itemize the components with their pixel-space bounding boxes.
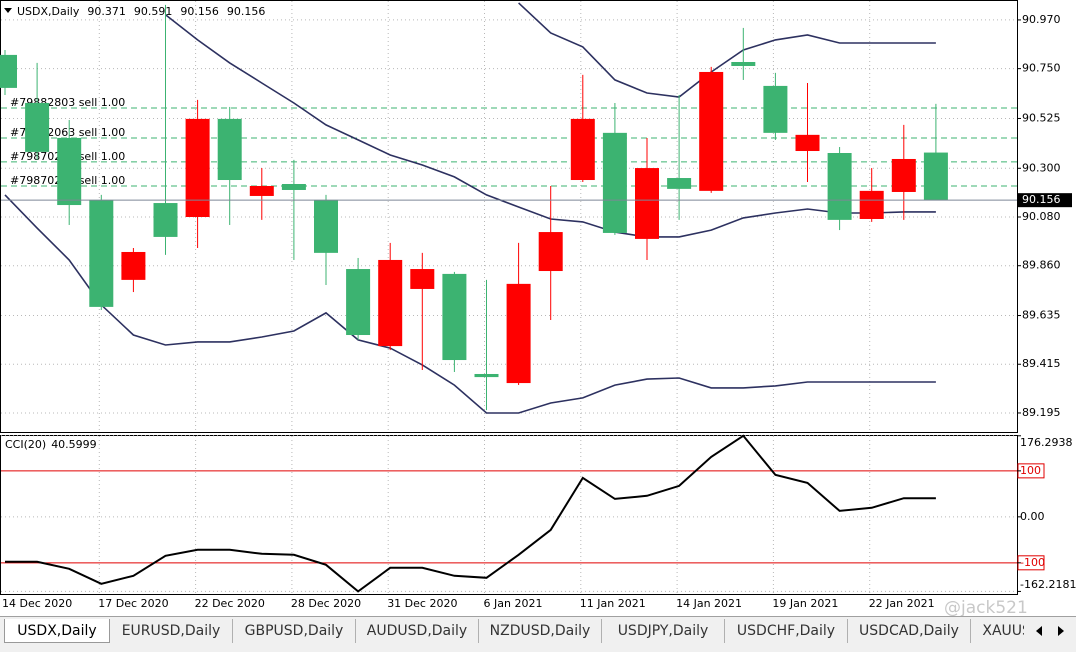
candle-body xyxy=(249,185,274,196)
x-tick-label: 31 Dec 2020 xyxy=(387,597,457,610)
y-tick-label: 90.300 xyxy=(1022,161,1061,174)
candle-body xyxy=(410,269,435,289)
symbol-tab[interactable]: USDCHF,Daily xyxy=(725,619,848,643)
candle-body xyxy=(281,184,306,190)
y-tick-label: 100 xyxy=(1020,464,1041,477)
tab-bar: USDX,Daily EURUSD,Daily GBPUSD,Daily AUDUSD… xyxy=(0,616,1076,652)
x-tick-label: 28 Dec 2020 xyxy=(291,597,361,610)
candle-body xyxy=(859,190,884,219)
axis-layer: 90.970 90.750 90.525 90.300 90.080 89.860 89.6… xyxy=(1,13,1076,610)
candle-body xyxy=(635,168,659,239)
candle-body xyxy=(442,273,467,361)
symbol-title: USDX,Daily xyxy=(17,5,80,18)
symbol-tab[interactable]: XAUUSD,Daily xyxy=(971,619,1024,643)
candle-body xyxy=(538,232,563,272)
y-tick-label: 0.00 xyxy=(1020,510,1045,523)
x-tick-label: 14 Jan 2021 xyxy=(676,597,742,610)
cci-title: CCI(20) xyxy=(5,438,46,451)
symbol-tab[interactable]: GBPUSD,Daily xyxy=(233,619,356,643)
y-tick-label: 89.415 xyxy=(1022,357,1061,370)
tab-row: USDX,Daily EURUSD,Daily GBPUSD,Daily AUDUSD… xyxy=(4,619,1024,645)
watermark: @jack521 xyxy=(944,598,1028,616)
candle-body xyxy=(763,85,788,133)
cci-line xyxy=(5,434,936,593)
y-tick-label: 90.750 xyxy=(1022,62,1061,75)
scroll-left[interactable] xyxy=(1036,626,1042,636)
y-tick-label: 89.195 xyxy=(1022,406,1061,419)
cci-panel xyxy=(0,435,1018,595)
band-lower xyxy=(4,194,936,414)
candle-body xyxy=(0,54,17,88)
candle-body xyxy=(570,118,595,181)
cci-header: CCI(20) 40.5999 xyxy=(5,438,97,451)
bid-box xyxy=(1018,193,1072,208)
y-tick-label: 90.970 xyxy=(1022,13,1061,26)
candle-body xyxy=(314,199,338,253)
candle-body xyxy=(699,71,724,191)
chart: #79882803 sell 1.00#79882063 sell 1.00#7… xyxy=(0,0,1076,616)
candle-body xyxy=(891,158,916,192)
symbol-tab[interactable]: NZDUSD,Daily xyxy=(479,619,602,643)
y-tick-label: 176.2938 xyxy=(1020,436,1073,449)
x-tick-label: 11 Jan 2021 xyxy=(580,597,646,610)
candle-body xyxy=(667,178,692,189)
quote-open: 90.371 xyxy=(87,5,126,18)
candle-body xyxy=(731,61,756,66)
x-tick-label: 22 Dec 2020 xyxy=(195,597,265,610)
candle-body xyxy=(185,118,210,217)
bands-layer xyxy=(4,2,936,593)
x-tick-label: 6 Jan 2021 xyxy=(484,597,543,610)
x-tick-label: 17 Dec 2020 xyxy=(98,597,168,610)
candle-body xyxy=(474,373,499,378)
candle-body xyxy=(57,137,82,206)
cci-value: 40.5999 xyxy=(51,438,97,451)
symbol-tab[interactable]: USDCAD,Daily xyxy=(848,619,971,643)
candle-body xyxy=(89,199,114,307)
y-tick-label: 89.635 xyxy=(1022,309,1061,322)
symbol-tab[interactable]: AUDUSD,Daily xyxy=(356,619,479,643)
y-tick-label: -162.2181 xyxy=(1020,578,1076,591)
candle-body xyxy=(121,251,146,280)
candle-body xyxy=(923,152,948,201)
x-tick-label: 14 Dec 2020 xyxy=(2,597,72,610)
quote-close: 90.156 xyxy=(227,5,266,18)
quote-low: 90.156 xyxy=(180,5,219,18)
quote-high: 90.591 xyxy=(134,5,173,18)
candle-body xyxy=(153,203,178,237)
candle-body xyxy=(602,132,627,233)
candle-body xyxy=(506,283,531,384)
candle-body xyxy=(795,134,820,152)
symbol-tab[interactable]: USDX,Daily xyxy=(4,619,110,643)
x-tick-label: 22 Jan 2021 xyxy=(869,597,935,610)
candle-body xyxy=(25,102,50,152)
band-upper xyxy=(518,2,936,98)
y-tick-label: 90.080 xyxy=(1022,210,1061,223)
candle-body xyxy=(217,118,242,181)
candles-layer xyxy=(0,4,948,411)
candle-body xyxy=(827,153,852,220)
bid-label: 90.156 xyxy=(1022,193,1061,206)
y-tick-label: 89.860 xyxy=(1022,259,1061,272)
symbol-tab[interactable]: USDJPY,Daily xyxy=(602,619,725,643)
chart-header: USDX,Daily 90.371 90.591 90.156 90.156 xyxy=(17,5,265,18)
y-tick-label: -100 xyxy=(1020,556,1045,569)
candle-body xyxy=(378,259,403,347)
x-tick-label: 19 Jan 2021 xyxy=(772,597,838,610)
tab-scroll xyxy=(1036,626,1064,636)
y-tick-label: 90.525 xyxy=(1022,111,1061,124)
candle-body xyxy=(346,269,371,336)
menu-triangle[interactable] xyxy=(4,8,12,13)
scroll-right[interactable] xyxy=(1058,626,1064,636)
symbol-tab[interactable]: EURUSD,Daily xyxy=(110,619,233,643)
